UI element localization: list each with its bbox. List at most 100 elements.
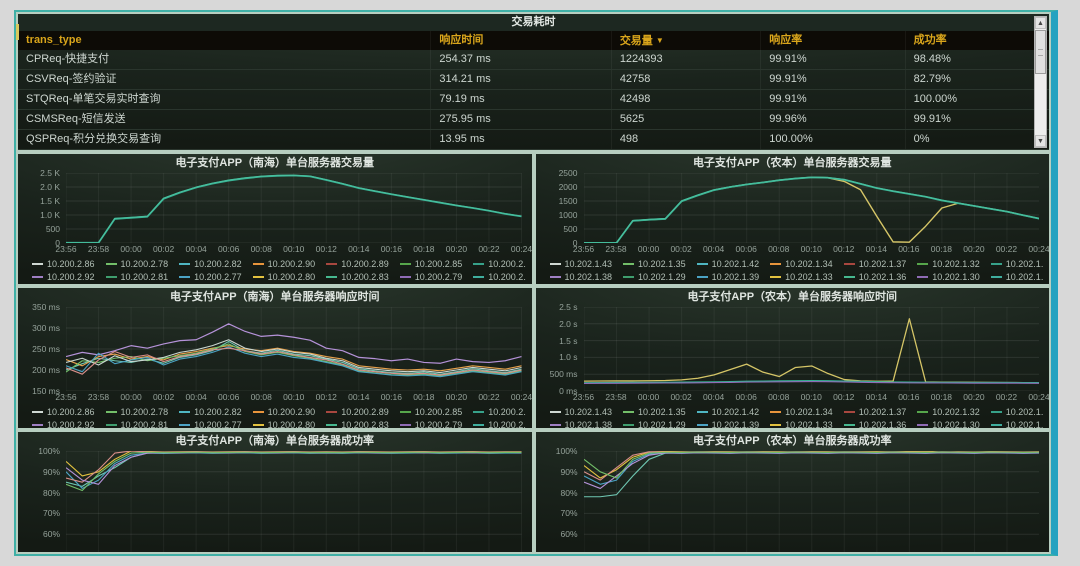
panel-title[interactable]: 电子支付APP（农本）单台服务器响应时间: [687, 291, 898, 303]
scroll-down-button[interactable]: ▼: [1035, 135, 1046, 147]
x-axis-label: 00:00: [120, 244, 142, 254]
y-axis-label: 90%: [560, 466, 578, 477]
legend-label: 10.200.2.90: [267, 407, 316, 417]
legend-label: 10.200.2.79: [414, 272, 463, 282]
legend-item[interactable]: 10.200.2.89: [326, 406, 389, 419]
legend-item[interactable]: 10.202.1.33: [770, 419, 833, 428]
legend-item[interactable]: 10.202.1.32: [917, 406, 980, 419]
legend-item[interactable]: 10.202.1.41: [990, 258, 1043, 271]
panel-title[interactable]: 电子支付APP（农本）单台服务器交易量: [692, 157, 892, 169]
legend-item[interactable]: 10.202.1.33: [770, 271, 833, 284]
legend-item[interactable]: 10.200.2.90: [252, 258, 315, 271]
sort-desc-icon[interactable]: ▼: [655, 36, 664, 45]
panel-title[interactable]: 电子支付APP（南海）单台服务器成功率: [175, 435, 375, 447]
plot-area[interactable]: 0 500 1.0 K 1.5 K 2.0 K 2.5 K: [40, 168, 522, 248]
chart-panel-nongben-response: 电子支付APP（农本）单台服务器响应时间 0 ms 500 ms 1.0 s 1.5 s…: [535, 288, 1049, 428]
legend-item[interactable]: 10.200.2.88: [473, 271, 526, 284]
legend-item[interactable]: 10.200.2.83: [326, 419, 389, 428]
x-axis-label: 00:10: [283, 244, 305, 254]
x-axis-label: 00:14: [865, 244, 887, 254]
table-scrollbar[interactable]: ▲ ▼: [1034, 16, 1047, 148]
series-color-marker-icon: [105, 276, 117, 278]
legend-item[interactable]: 10.202.1.42: [696, 406, 759, 419]
legend-item[interactable]: 10.202.1.36: [843, 419, 906, 428]
legend-item[interactable]: 10.202.1.39: [696, 419, 759, 428]
legend-item[interactable]: 10.202.1.43: [549, 406, 612, 419]
table-panel-title[interactable]: 交易耗时: [18, 14, 1049, 31]
legend-item[interactable]: 10.200.2.86: [32, 258, 95, 271]
y-axis-label: 1.5 K: [40, 196, 60, 206]
legend-item[interactable]: 10.200.2.82: [179, 258, 242, 271]
x-axis-label: 00:20: [963, 244, 985, 254]
legend-item[interactable]: 10.202.1.35: [623, 258, 686, 271]
legend-item[interactable]: 10.200.2.79: [399, 271, 463, 284]
legend-item[interactable]: 10.202.1.28: [990, 271, 1043, 284]
legend-item[interactable]: 10.200.2.87: [473, 406, 526, 419]
legend: 10.202.1.43 10.202.1.35 10.202.1.42 10.202.…: [549, 258, 1043, 284]
legend-item[interactable]: 10.200.2.87: [473, 258, 526, 271]
legend-item[interactable]: 10.200.2.77: [179, 271, 242, 284]
legend-item[interactable]: 10.202.1.36: [843, 271, 906, 284]
legend-item[interactable]: 10.202.1.38: [549, 419, 612, 428]
column-header-0[interactable]: trans_type: [26, 34, 82, 46]
series-line-cluster-2: [584, 177, 1040, 243]
legend-item[interactable]: 10.200.2.89: [326, 258, 389, 271]
legend-item[interactable]: 10.200.2.78: [105, 406, 168, 419]
plot-area[interactable]: 150 ms 200 ms 250 ms 300 ms 350 ms: [32, 302, 522, 396]
legend-item[interactable]: 10.200.2.77: [179, 419, 242, 428]
plot-area[interactable]: 50%60%70%80%90%100%: [38, 446, 522, 552]
legend-item[interactable]: 10.200.2.81: [105, 271, 168, 284]
panel-title[interactable]: 电子支付APP（南海）单台服务器交易量: [175, 157, 375, 169]
plot-area[interactable]: 0 ms 500 ms 1.0 s 1.5 s 2.0 s 2.5 s: [550, 302, 1040, 396]
series-color-marker-icon: [696, 411, 708, 413]
legend-item[interactable]: 10.202.1.41: [990, 406, 1043, 419]
legend-item[interactable]: 10.202.1.34: [770, 406, 833, 419]
legend-item[interactable]: 10.200.2.90: [252, 406, 316, 419]
legend-item[interactable]: 10.200.2.85: [399, 258, 462, 271]
plot-area[interactable]: 50%60%70%80%90%100%: [556, 446, 1040, 552]
legend-item[interactable]: 10.202.1.37: [843, 406, 906, 419]
y-axis-label: 60%: [42, 529, 60, 540]
legend-item[interactable]: 10.200.2.80: [252, 271, 315, 284]
legend-item[interactable]: 10.202.1.35: [623, 406, 686, 419]
series-color-marker-icon: [399, 411, 411, 413]
legend-item[interactable]: 10.202.1.29: [623, 271, 686, 284]
legend-item[interactable]: 10.200.2.78: [105, 258, 168, 271]
plot-area[interactable]: 0 500 1000 1500 2000 2500: [559, 168, 1040, 248]
legend-item[interactable]: 10.200.2.88: [473, 419, 526, 428]
legend-item[interactable]: 10.202.1.42: [696, 258, 759, 271]
legend-item[interactable]: 10.202.1.28: [990, 419, 1043, 428]
legend-item[interactable]: 10.202.1.34: [770, 258, 833, 271]
legend-item[interactable]: 10.202.1.30: [917, 271, 980, 284]
legend-item[interactable]: 10.200.2.81: [105, 419, 168, 428]
legend-item[interactable]: 10.202.1.30: [917, 419, 980, 428]
panel-title[interactable]: 电子支付APP（南海）单台服务器响应时间: [169, 291, 380, 303]
column-header-2[interactable]: 交易量 ▼: [610, 31, 760, 50]
legend-item[interactable]: 10.200.2.86: [32, 406, 95, 419]
x-axis-label: 00:04: [703, 392, 725, 402]
legend-item[interactable]: 10.200.2.92: [32, 419, 95, 428]
legend-item[interactable]: 10.200.2.79: [399, 419, 462, 428]
series-color-marker-icon: [179, 411, 191, 413]
scroll-thumb[interactable]: [1035, 30, 1046, 74]
scroll-up-button[interactable]: ▲: [1035, 17, 1046, 29]
legend-item[interactable]: 10.200.2.82: [179, 406, 242, 419]
panel-title[interactable]: 电子支付APP（农本）单台服务器成功率: [692, 435, 892, 447]
legend-item[interactable]: 10.202.1.32: [917, 258, 980, 271]
x-axis-label: 00:24: [510, 392, 532, 402]
legend-item[interactable]: 10.200.2.80: [252, 419, 315, 428]
legend-item[interactable]: 10.200.2.85: [399, 406, 462, 419]
table-cell: 42758: [610, 70, 760, 89]
series-color-marker-icon: [32, 411, 43, 413]
legend-item[interactable]: 10.202.1.29: [623, 419, 686, 428]
legend-item[interactable]: 10.202.1.39: [696, 271, 759, 284]
legend-item[interactable]: 10.200.2.92: [32, 271, 95, 284]
column-header-3[interactable]: 响应率: [760, 31, 904, 50]
legend-item[interactable]: 10.202.1.43: [549, 258, 612, 271]
legend-item[interactable]: 10.200.2.83: [326, 271, 389, 284]
x-axis-label: 00:04: [185, 244, 207, 254]
legend-item[interactable]: 10.202.1.38: [549, 271, 612, 284]
column-header-1[interactable]: 响应时间: [430, 31, 610, 50]
legend-item[interactable]: 10.202.1.37: [843, 258, 906, 271]
column-header-4[interactable]: 成功率: [904, 31, 1049, 50]
